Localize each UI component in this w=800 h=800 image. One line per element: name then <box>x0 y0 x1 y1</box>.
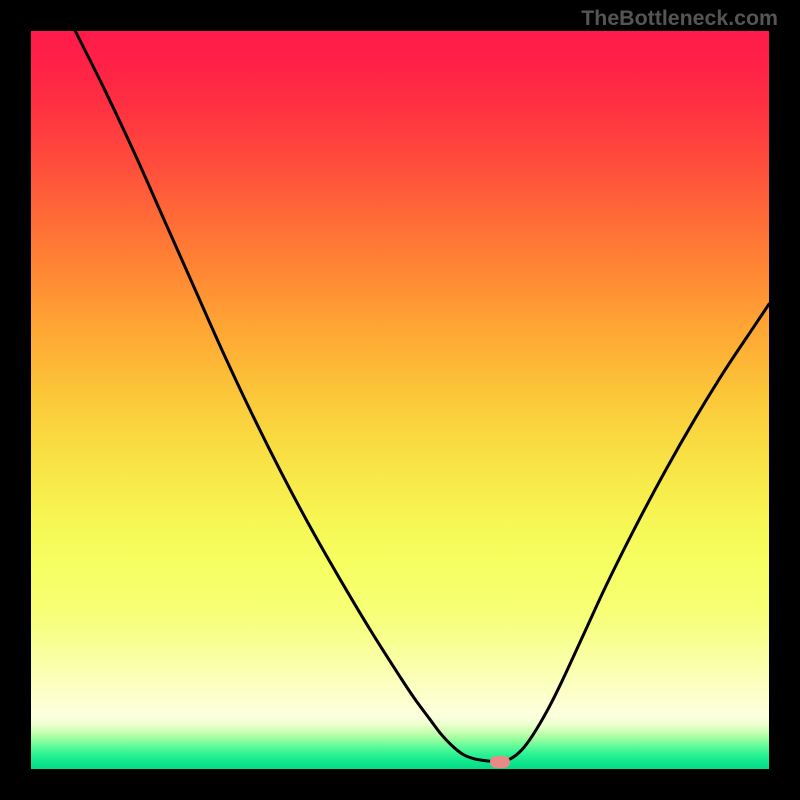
bottleneck-curve <box>31 31 769 769</box>
watermark-text: TheBottleneck.com <box>581 6 778 31</box>
plot-area <box>31 31 769 769</box>
optimum-marker <box>490 756 510 768</box>
frame: TheBottleneck.com <box>0 0 800 800</box>
